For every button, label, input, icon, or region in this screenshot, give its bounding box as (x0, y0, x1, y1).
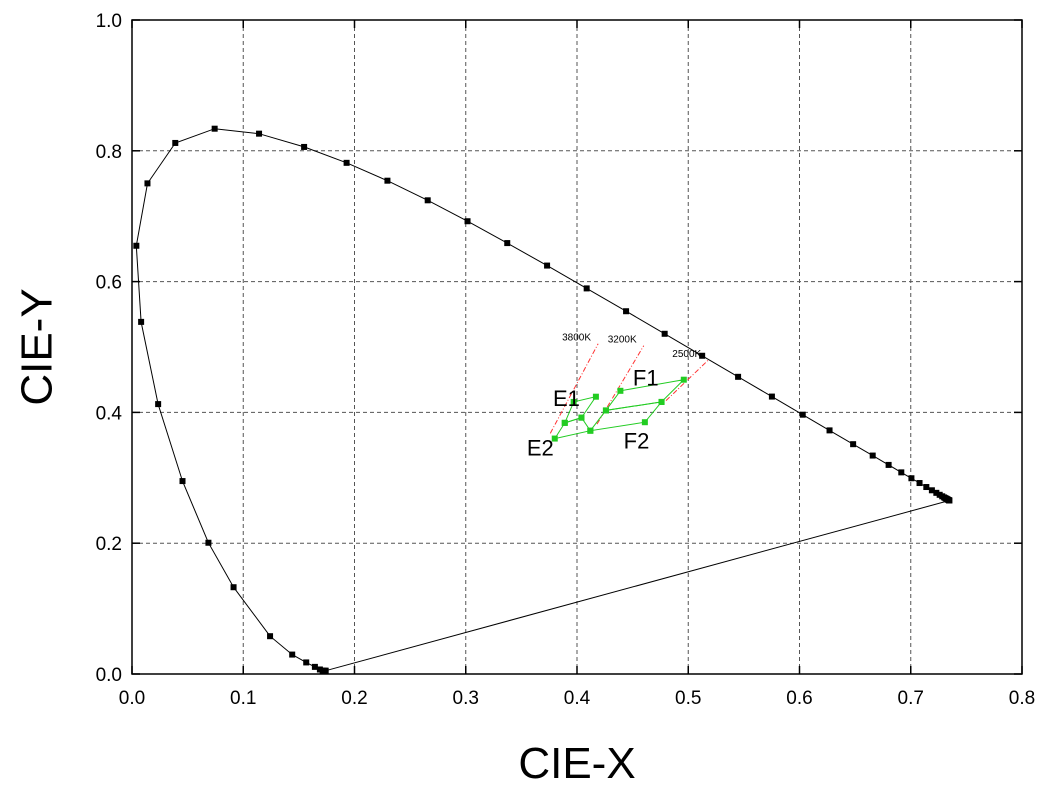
region-label: E2 (527, 435, 554, 460)
region-point (680, 376, 687, 383)
region-point (592, 393, 599, 400)
x-tick-label: 0.0 (119, 688, 145, 709)
locus-point (205, 539, 212, 546)
locus-point (267, 633, 274, 640)
region-point (578, 414, 585, 421)
x-tick-label: 0.1 (230, 688, 256, 709)
locus-point (916, 480, 923, 487)
region-point (658, 398, 665, 405)
locus-point (544, 262, 551, 269)
locus-point (256, 130, 263, 137)
y-tick-label: 0.6 (96, 273, 122, 294)
region-point (641, 419, 648, 426)
x-tick-label: 0.3 (453, 688, 479, 709)
locus-point (898, 469, 905, 476)
locus-point (424, 197, 431, 204)
color-regions: E1 E2 F1 F2 (527, 366, 687, 460)
region-label: F2 (624, 428, 650, 453)
locus-point (946, 497, 953, 504)
y-tick-label: 1.0 (96, 11, 122, 32)
locus-point (768, 393, 775, 400)
locus-point (799, 411, 806, 418)
locus-point (311, 663, 318, 670)
locus-point (908, 475, 915, 482)
y-tick-label: 0.0 (96, 665, 122, 686)
locus-point (343, 159, 350, 166)
locus-point (850, 441, 857, 448)
region-point (602, 407, 609, 414)
locus-point (384, 177, 391, 184)
x-tick-label: 0.8 (1009, 688, 1035, 709)
locus-point (230, 584, 237, 591)
locus-point (623, 308, 630, 315)
x-tick-label: 0.2 (341, 688, 367, 709)
locus-point (885, 461, 892, 468)
locus-point (289, 651, 296, 658)
spectrum-locus (133, 125, 953, 674)
locus-point (928, 487, 935, 494)
locus-point (301, 143, 308, 150)
locus-point (826, 427, 833, 434)
x-axis-title: CIE-X (518, 739, 635, 785)
cct-lines: 3800K 3200K 2500K (549, 333, 709, 434)
locus-point (138, 318, 145, 325)
locus-point (179, 478, 186, 485)
locus-point (583, 285, 590, 292)
locus-point (933, 489, 940, 496)
cct-line (549, 343, 599, 434)
x-tick-label: 0.5 (675, 688, 701, 709)
locus-point (869, 452, 876, 459)
cct-label: 3800K (562, 333, 591, 344)
locus-point (172, 139, 179, 146)
y-tick-label: 0.2 (96, 534, 122, 555)
region-point (570, 398, 577, 405)
locus-point (144, 180, 151, 187)
locus-point (735, 373, 742, 380)
x-tick-label: 0.6 (786, 688, 812, 709)
cct-label: 2500K (672, 349, 701, 360)
y-tick-label: 0.4 (96, 403, 123, 424)
tick-labels: 0.0 0.1 0.2 0.3 0.4 0.5 0.6 0.7 0.8 0.0 0.2 0.4 0.6 0… (96, 11, 1036, 709)
region-point (551, 435, 558, 442)
locus-point (923, 484, 930, 491)
locus-point (699, 352, 706, 359)
locus-point (155, 401, 162, 408)
locus-point (316, 666, 323, 673)
locus-point (133, 242, 140, 249)
locus-point (211, 125, 218, 132)
region-label: E1 (553, 386, 580, 411)
locus-point (504, 240, 511, 247)
locus-point (661, 330, 668, 337)
locus-point (464, 218, 471, 225)
cct-label: 3200K (608, 335, 637, 346)
region-point (561, 419, 568, 426)
y-tick-label: 0.8 (96, 142, 122, 163)
region-label: F1 (633, 366, 659, 391)
locus-point (303, 659, 310, 666)
grid (132, 20, 1022, 674)
region-point (617, 387, 624, 394)
x-tick-label: 0.4 (564, 688, 591, 709)
y-axis-title: CIE-Y (13, 288, 62, 405)
x-tick-label: 0.7 (898, 688, 924, 709)
region-point (587, 427, 594, 434)
